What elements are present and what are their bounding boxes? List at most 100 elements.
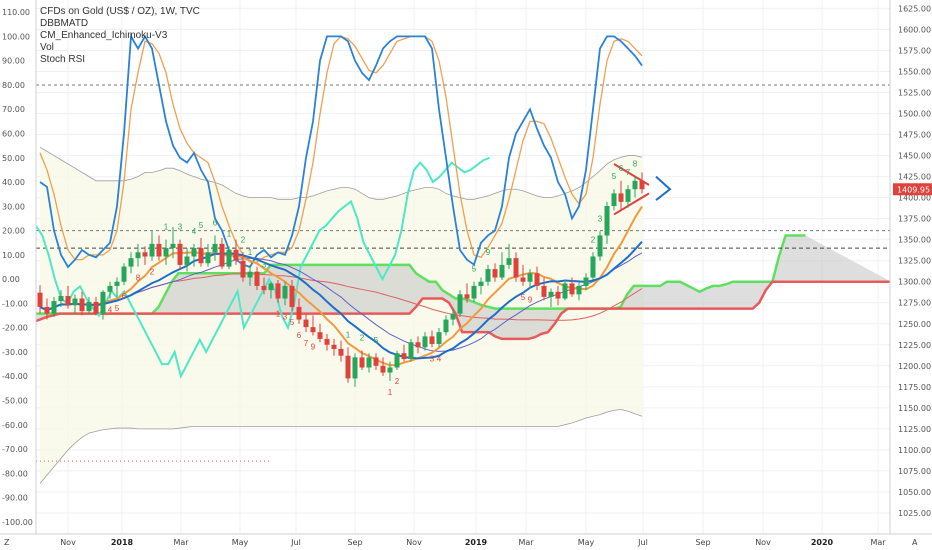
seq-count-12: 1: [248, 248, 253, 257]
seq-count-0: 4: [108, 306, 113, 315]
seq-count-16: 5: [290, 318, 295, 327]
candle-body: [604, 206, 610, 236]
candle-body: [184, 256, 190, 265]
candle-body: [205, 252, 211, 264]
candle-body: [618, 193, 624, 202]
candle-body: [310, 327, 316, 333]
candle-body: [86, 301, 92, 312]
candle-body: [177, 243, 183, 265]
cloud-span-b: [19, 280, 892, 341]
ema-line: [39, 241, 643, 360]
candle-body: [198, 248, 204, 264]
candle-body: [268, 283, 274, 291]
left-tick-label: 80.00: [2, 81, 25, 90]
seq-count-23: 1: [388, 388, 393, 397]
candle-body: [415, 342, 421, 348]
candle-body: [107, 285, 113, 292]
candle-body: [394, 353, 400, 368]
left-tick-label: -90.00: [2, 494, 28, 503]
candle-body: [373, 357, 379, 366]
x-tick-label: Nov: [406, 538, 422, 547]
left-tick-label: 50.00: [2, 154, 25, 163]
x-tick-label: May: [232, 538, 249, 547]
candle-body: [408, 342, 414, 360]
background-layer: [36, 0, 890, 534]
x-tick-label: Mar: [870, 538, 886, 547]
candle-body: [128, 258, 134, 267]
right-tick-label: 1425.00: [898, 173, 931, 182]
candle-body: [464, 294, 470, 299]
candle-body: [387, 367, 393, 373]
candle-body: [541, 285, 547, 297]
candle-body: [401, 353, 407, 360]
seq-count-34: 6: [619, 164, 624, 173]
right-tick-label: 1575.00: [898, 46, 931, 55]
candle-body: [149, 243, 155, 257]
stoch-k-line: [39, 33, 643, 269]
candle-body: [527, 273, 533, 282]
x-axis-panel: [0, 534, 932, 550]
candle-body: [170, 243, 176, 249]
seq-count-17: 6: [297, 331, 302, 340]
right-tick-label: 1275.00: [898, 299, 931, 308]
candle-body: [51, 301, 57, 314]
indicator-label-dbbmatd: DBBMATD: [40, 18, 88, 29]
candle-body: [275, 283, 281, 299]
seq-count-22: 5: [374, 336, 379, 345]
seq-count-35: 7: [626, 168, 631, 177]
candle-body: [254, 271, 260, 286]
left-axis-panel: [0, 0, 36, 550]
candle-body: [37, 292, 43, 307]
right-tick-label: 1400.00: [898, 194, 931, 203]
seq-count-24: 2: [395, 377, 400, 386]
candle-body: [366, 357, 372, 368]
bollinger-upper-line: [39, 146, 643, 200]
indicator-label-stoch-rsi: Stoch RSI: [40, 54, 85, 65]
left-tick-label: -70.00: [2, 445, 28, 454]
seq-count-4: 2: [150, 268, 155, 277]
candle-body: [261, 285, 267, 291]
left-tick-label: 70.00: [2, 105, 25, 114]
x-tick-label: May: [578, 538, 595, 547]
seq-count-30: 9: [528, 295, 533, 304]
candle-body: [44, 306, 50, 314]
chart-title: CFDs on Gold (US$ / OZ), 1W, TVC: [40, 6, 200, 17]
x-tick-label: Jul: [637, 538, 648, 547]
seq-count-21: 2: [360, 334, 365, 343]
candle-body: [471, 285, 477, 299]
legend: CFDs on Gold (US$ / OZ), 1W, TVC DBBMATD…: [40, 6, 200, 65]
x-tick-label: Mar: [173, 538, 189, 547]
candle-body: [534, 273, 540, 286]
seq-count-31: 2: [591, 235, 596, 244]
right-tick-label: 1450.00: [898, 152, 931, 161]
ichimoku-cloud-layer: [19, 234, 892, 341]
right-tick-label: 1375.00: [898, 215, 931, 224]
candle-body: [58, 296, 64, 302]
right-tick-label: 1175.00: [898, 383, 931, 392]
x-tick-label: Sep: [347, 538, 362, 547]
candle-body: [422, 336, 428, 348]
candle-body: [639, 180, 645, 190]
candles-layer: [37, 172, 645, 387]
candle-body: [289, 285, 295, 307]
candle-body: [156, 243, 162, 257]
seq-count-7: 4: [192, 227, 197, 236]
left-tick-label: -80.00: [2, 469, 28, 478]
candle-body: [457, 294, 463, 314]
seq-count-1: 5: [115, 304, 120, 313]
right-axis-panel: [890, 0, 932, 550]
candle-body: [478, 281, 484, 286]
right-tick-label: 1100.00: [898, 446, 931, 455]
candle-body: [345, 355, 351, 379]
candle-body: [296, 306, 302, 320]
x-tick-label: 2020: [811, 538, 834, 547]
candle-body: [436, 332, 442, 344]
right-tick-label: 1550.00: [898, 67, 931, 76]
seq-count-8: 5: [199, 221, 204, 230]
corner-label-right: A: [912, 538, 918, 547]
indicator-label-vol: Vol: [40, 42, 54, 53]
corner-label-left: Z: [4, 538, 10, 547]
seq-count-27: 5: [472, 265, 477, 274]
